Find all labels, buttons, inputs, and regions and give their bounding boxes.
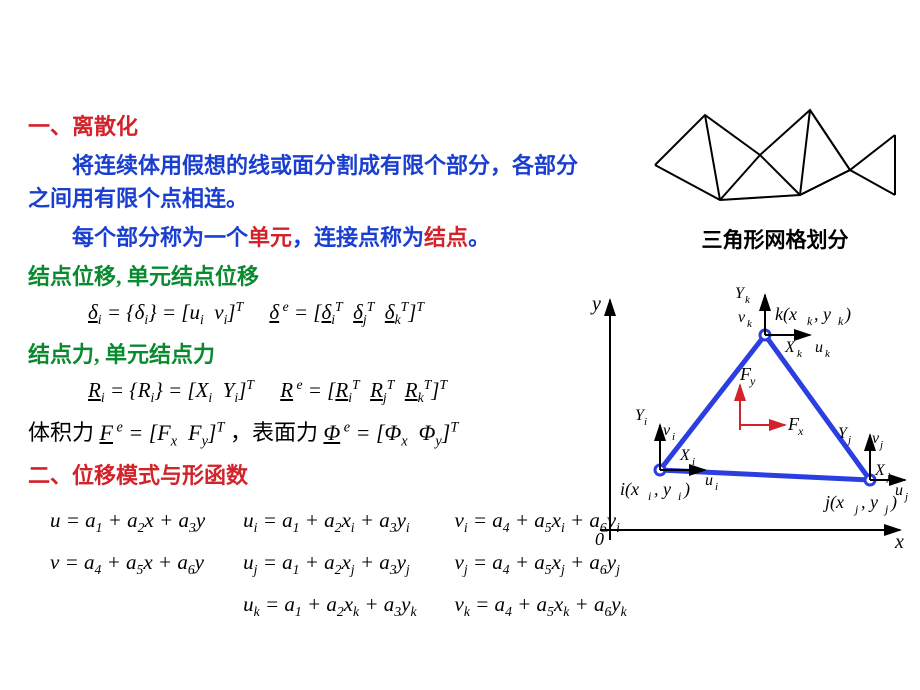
svg-text:j: j xyxy=(885,471,890,483)
section2-heading: 二、位移模式与形函数 xyxy=(28,459,598,492)
svg-text:): ) xyxy=(683,479,690,500)
eq-vj: vj = a4 + a5xj + a6yj xyxy=(437,544,645,584)
svg-text:v: v xyxy=(738,309,746,326)
svg-text:): ) xyxy=(890,492,897,513)
body-force-label: 体积力 xyxy=(28,420,94,445)
svg-text:k: k xyxy=(797,348,803,360)
svg-text:X: X xyxy=(784,339,796,356)
displacement-equations: u = a1 + a2x + a3y ui = a1 + a2xi + a3yi… xyxy=(30,500,890,629)
eq-uk: uk = a1 + a2xk + a3yk xyxy=(225,586,434,626)
svg-text:, y: , y xyxy=(654,479,671,499)
svg-text:j: j xyxy=(903,491,908,503)
svg-text:): ) xyxy=(844,304,851,325)
svg-text:k: k xyxy=(807,314,813,328)
svg-text:v: v xyxy=(872,430,880,447)
para2-unit: 单元 xyxy=(248,225,292,250)
para2-end: 。 xyxy=(468,225,490,250)
svg-text:, y: , y xyxy=(814,304,831,324)
para2-pre: 每个部分称为一个 xyxy=(72,225,248,250)
para2-mid: ，连接点称为 xyxy=(292,225,424,250)
svg-text:y: y xyxy=(749,374,756,388)
eq-ui: ui = a1 + a2xi + a3yi xyxy=(225,502,434,542)
para2-node: 结点 xyxy=(424,225,468,250)
section1-para1: 将连续体用假想的线或面分割成有限个部分，各部分之间用有限个点相连。 xyxy=(28,149,598,215)
svg-text:i: i xyxy=(715,481,718,493)
eq-v-general: v = a4 + a5x + a6y xyxy=(32,544,223,584)
svg-text:x: x xyxy=(894,531,904,553)
svg-text:k: k xyxy=(825,348,831,360)
svg-text:i: i xyxy=(644,416,647,428)
lecture-content: 一、离散化 将连续体用假想的线或面分割成有限个部分，各部分之间用有限个点相连。 … xyxy=(28,110,598,498)
eq-u-general: u = a1 + a2x + a3y xyxy=(32,502,223,542)
mesh-caption: 三角形网格划分 xyxy=(650,224,900,254)
eq-uj: uj = a1 + a2xj + a3yj xyxy=(225,544,434,584)
line-node-force: 结点力, 单元结点力 xyxy=(28,338,598,371)
svg-text:i(x: i(x xyxy=(620,479,639,500)
mesh-figure: 三角形网格划分 xyxy=(650,100,900,254)
eq-R: Ri = {Ri} = [Xi Yi]T R e = [RiT RjT RkT]… xyxy=(88,377,598,406)
svg-text:u: u xyxy=(705,472,713,489)
eq-vk: vk = a4 + a5xk + a6yk xyxy=(437,586,645,626)
svg-text:k: k xyxy=(745,294,751,306)
section1-heading: 一、离散化 xyxy=(28,110,598,143)
svg-text:y: y xyxy=(590,293,601,315)
svg-text:k: k xyxy=(838,314,844,328)
svg-text:X: X xyxy=(874,462,886,479)
line-body-surface-force: 体积力 F e = [Fx Fy]T ，表面力 Φ e = [Φx Φy]T xyxy=(28,416,598,453)
svg-text:i: i xyxy=(692,456,695,468)
svg-text:u: u xyxy=(815,339,823,356)
section1-para2: 每个部分称为一个单元，连接点称为结点。 xyxy=(28,221,598,254)
eq-delta: δi = {δi} = [ui vi]T δ e = [δiT δjT δkT]… xyxy=(88,299,598,328)
mesh-svg xyxy=(650,100,900,215)
svg-text:X: X xyxy=(679,447,691,464)
eq-vi: vi = a4 + a5xi + a6yi xyxy=(437,502,645,542)
line-node-disp: 结点位移, 单元结点位移 xyxy=(28,260,598,293)
svg-text:k: k xyxy=(747,318,753,330)
svg-text:k(x: k(x xyxy=(775,304,797,325)
svg-text:x: x xyxy=(797,424,804,438)
surface-force-label: ，表面力 xyxy=(230,420,318,445)
svg-text:v: v xyxy=(663,422,671,439)
svg-text:i: i xyxy=(672,431,675,443)
